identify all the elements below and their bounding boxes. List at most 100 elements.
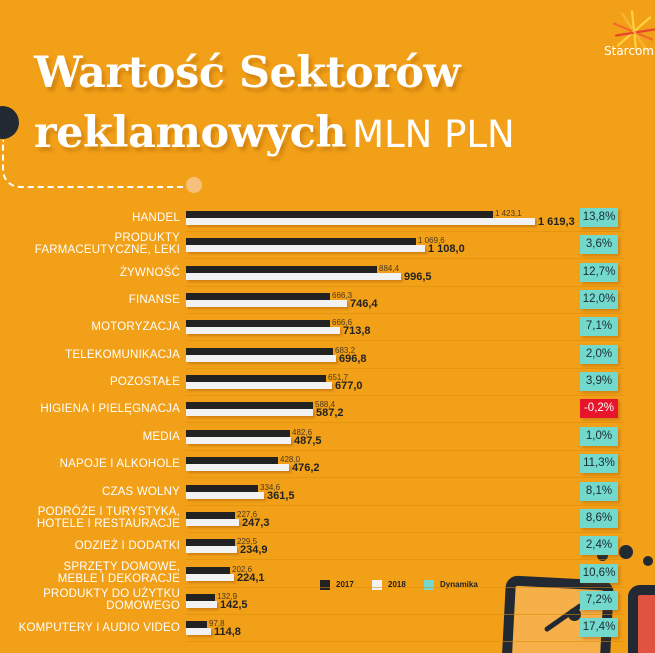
category-label: PRODUKTY DO UŻYTKU DOMOWEGO xyxy=(43,588,180,612)
decorative-dot xyxy=(0,106,19,139)
dynamics-badge: 7,1% xyxy=(580,317,618,336)
category-label: PODRÓŻE I TURYSTYKA, HOTELE I RESTAURACJE xyxy=(36,506,180,530)
bar-2018 xyxy=(186,409,313,416)
bar-2018 xyxy=(186,327,340,334)
row-divider xyxy=(186,258,625,259)
row-divider xyxy=(186,231,625,232)
value-2017: 588,4 xyxy=(315,400,336,409)
value-2018: 587,2 xyxy=(316,407,344,419)
bar-2018 xyxy=(186,519,239,526)
dynamics-badge: 1,0% xyxy=(580,427,618,446)
row-divider xyxy=(186,286,625,287)
value-2018: 713,8 xyxy=(343,325,371,337)
legend-item-2017: 2017 xyxy=(320,580,354,590)
category-label: SPRZĘTY DOMOWE, MEBLE I DEKORACJE xyxy=(57,561,180,585)
category-label: MOTORYZACJA xyxy=(91,321,180,333)
bar-2017 xyxy=(186,485,258,492)
bar-2017 xyxy=(186,211,493,218)
bar-2018 xyxy=(186,546,237,553)
row-divider xyxy=(186,505,625,506)
dynamics-badge: 3,6% xyxy=(580,235,618,254)
value-2017: 202,6 xyxy=(232,565,253,574)
dynamics-badge: 8,1% xyxy=(580,482,618,501)
value-2017: 227,6 xyxy=(237,510,258,519)
row-divider xyxy=(186,340,625,341)
category-label: CZAS WOLNY xyxy=(101,486,180,498)
value-2018: 234,9 xyxy=(240,544,268,556)
category-label: HIGIENA I PIELĘGNACJA xyxy=(40,403,180,415)
dynamics-badge: 2,0% xyxy=(580,345,618,364)
title-main: reklamowych xyxy=(34,108,347,158)
bar-2017 xyxy=(186,512,235,519)
decorative-dot xyxy=(643,556,653,566)
value-2018: 476,2 xyxy=(292,462,320,474)
dynamics-badge: 10,6% xyxy=(580,564,618,583)
bar-2017 xyxy=(186,567,230,574)
value-2017: 334,6 xyxy=(260,483,281,492)
starcom-star-icon xyxy=(612,10,655,51)
row-divider xyxy=(186,313,625,314)
category-label: NAPOJE I ALKOHOLE xyxy=(59,458,180,470)
row-divider xyxy=(186,422,625,423)
bar-2017 xyxy=(186,238,416,245)
legend-item-2018: 2018 xyxy=(372,580,406,590)
bar-2017 xyxy=(186,430,290,437)
bar-2017 xyxy=(186,348,333,355)
value-2018: 487,5 xyxy=(294,435,322,447)
category-label: KOMPUTERY I AUDIO VIDEO xyxy=(18,622,180,634)
bar-2018 xyxy=(186,300,347,307)
value-2017: 1 069,6 xyxy=(418,236,445,245)
row-divider xyxy=(186,477,625,478)
bar-2018 xyxy=(186,437,291,444)
row-divider xyxy=(186,395,625,396)
bar-2017 xyxy=(186,402,313,409)
dynamics-badge: 17,4% xyxy=(580,618,618,637)
dynamics-badge: 7,2% xyxy=(580,591,618,610)
row-divider xyxy=(186,559,625,560)
value-2017: 884,4 xyxy=(379,264,400,273)
value-2017: 1 423,1 xyxy=(495,209,522,218)
value-2017: 666,3 xyxy=(332,291,353,300)
category-label: MEDIA xyxy=(142,431,180,443)
dynamics-badge: 2,4% xyxy=(580,536,618,555)
bar-2018 xyxy=(186,628,211,635)
bar-2018 xyxy=(186,355,336,362)
dynamics-badge: 11,3% xyxy=(580,454,618,473)
value-2018: 224,1 xyxy=(237,572,265,584)
legend-swatch-dynamika xyxy=(424,580,434,590)
row-divider xyxy=(186,532,625,533)
dynamics-badge: 12,0% xyxy=(580,290,618,309)
bar-2018 xyxy=(186,492,264,499)
value-2018: 696,8 xyxy=(339,353,367,365)
value-2017: 666,6 xyxy=(332,318,353,327)
decorative-dashed-path xyxy=(2,140,194,188)
value-2017: 651,7 xyxy=(328,373,349,382)
decorative-dot xyxy=(597,550,608,561)
device-illustration-icon xyxy=(628,585,655,653)
value-2017: 132,9 xyxy=(217,592,238,601)
bar-2017 xyxy=(186,320,330,327)
row-divider xyxy=(186,614,625,615)
bar-2018 xyxy=(186,464,289,471)
legend-swatch-2018 xyxy=(372,580,382,590)
value-2018: 996,5 xyxy=(404,271,432,283)
bar-2018 xyxy=(186,601,217,608)
bar-2017 xyxy=(186,539,235,546)
logo-text: Starcom xyxy=(604,44,654,58)
category-label: PRODUKTY FARMACEUTYCZNE, LEKI xyxy=(34,232,180,256)
category-label: TELEKOMUNIKACJA xyxy=(65,349,180,361)
bar-2017 xyxy=(186,375,326,382)
category-label: FINANSE xyxy=(128,294,180,306)
category-label: ODZIEŻ I DODATKI xyxy=(74,540,180,552)
row-divider xyxy=(186,587,625,588)
bar-2017 xyxy=(186,621,207,628)
value-2018: 247,3 xyxy=(242,517,270,529)
dynamics-badge: 3,9% xyxy=(580,372,618,391)
legend-swatch-2017 xyxy=(320,580,330,590)
category-label: HANDEL xyxy=(132,212,180,224)
dynamics-badge: 8,6% xyxy=(580,509,618,528)
category-label: ŻYWNOŚĆ xyxy=(119,267,180,279)
value-2017: 97,8 xyxy=(209,619,225,628)
decorative-dot-light xyxy=(186,177,202,193)
value-2018: 114,8 xyxy=(214,626,241,638)
